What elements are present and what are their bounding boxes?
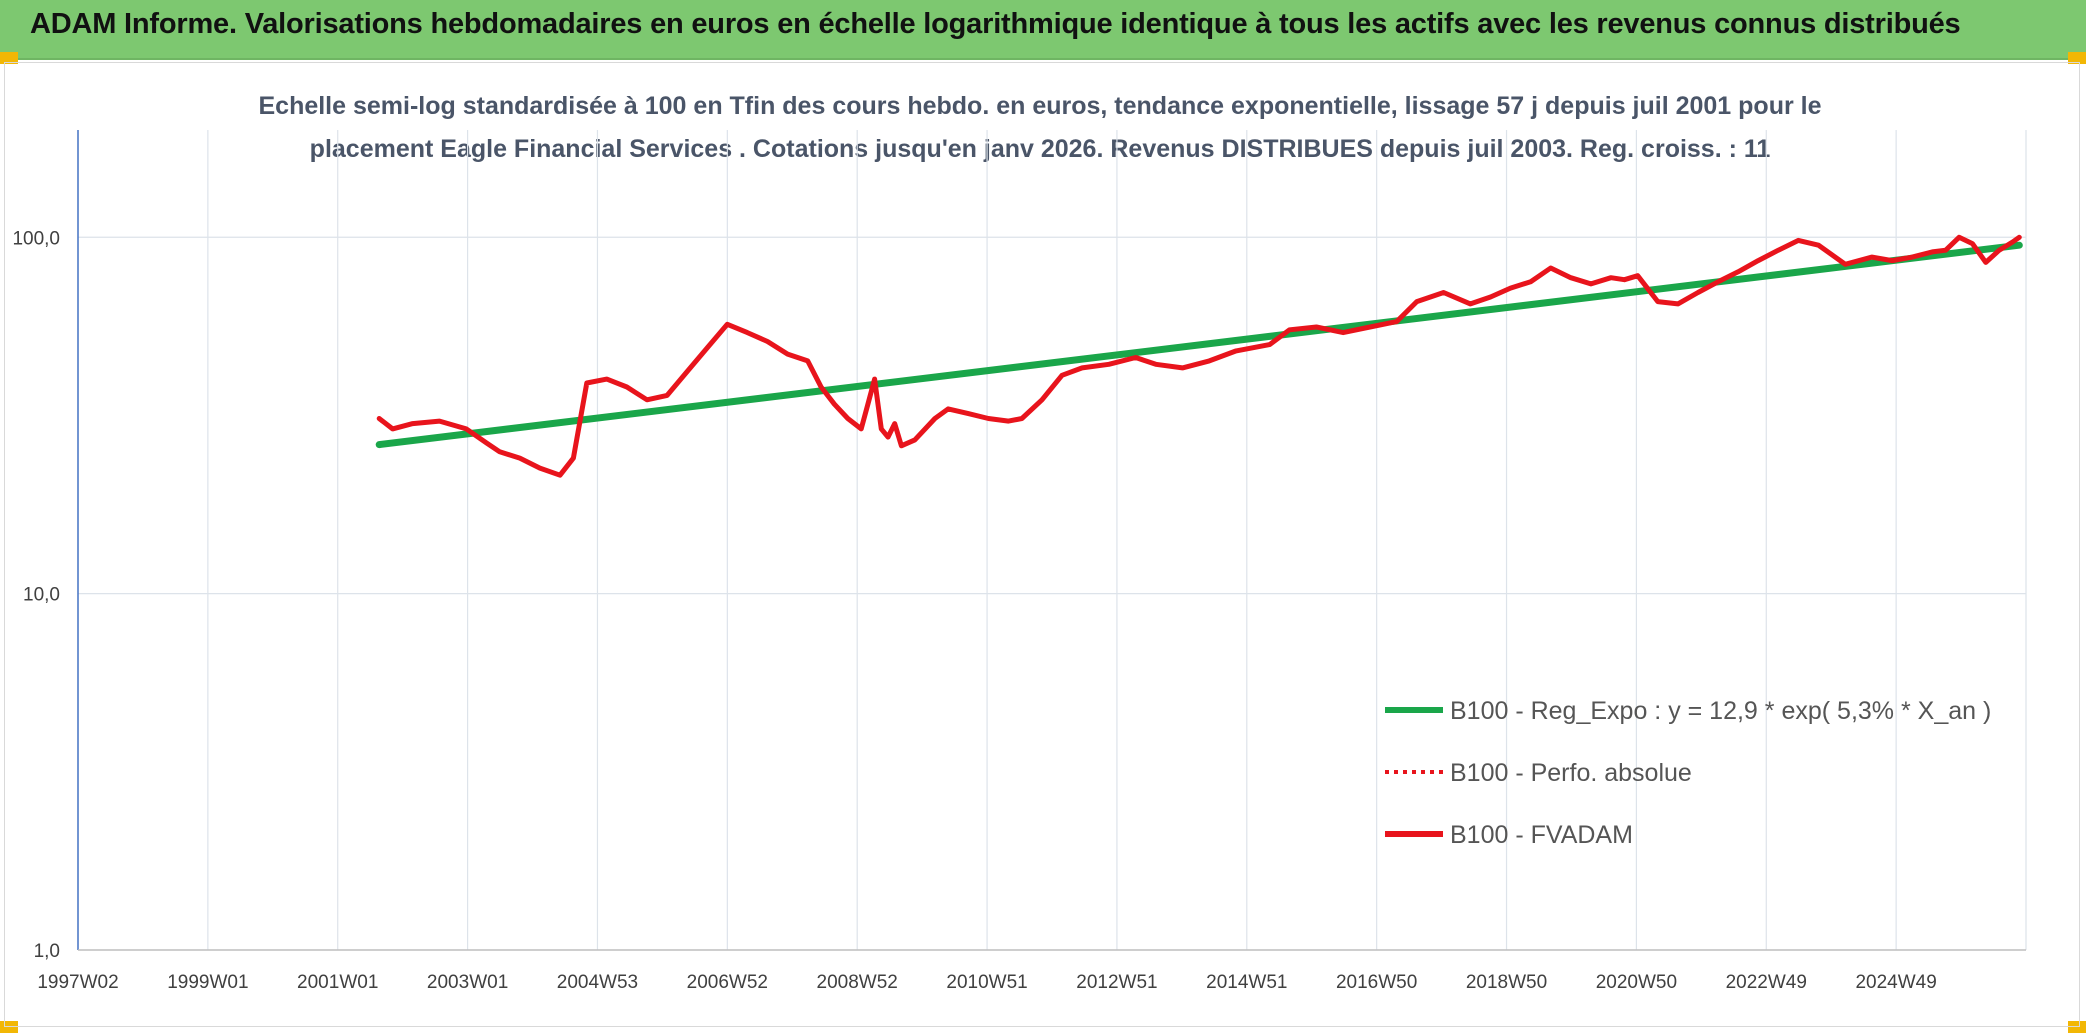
legend: B100 - Reg_Expo : y = 12,9 * exp( 5,3% *… [1385,697,1991,849]
axes: 1997W02 1999W01 2001W01 2003W01 2004W53 2006W… [12,130,2026,993]
legend-label: B100 - Reg_Expo : y = 12,9 * exp( 5,3% *… [1450,697,1991,725]
x-tick-label: 1997W02 [37,972,118,993]
legend-label: B100 - FVADAM [1450,821,1633,849]
x-tick-label: 2014W51 [1206,972,1287,993]
corner-marker [0,52,18,64]
report-title: ADAM Informe. Valorisations hebdomadaire… [30,8,1961,40]
series-line-2 [376,234,2022,478]
chart-title-line-2: placement Eagle Financial Services . Cot… [309,135,1771,163]
grid [78,130,2027,951]
x-tick-label: 2004W53 [557,972,638,993]
x-tick-label: 2020W50 [1596,972,1677,993]
y-tick-label: 100,0 [12,228,60,249]
x-tick-label: 2010W51 [946,972,1027,993]
x-tick-label: 1999W01 [167,972,248,993]
x-tick-label: 2022W49 [1726,972,1807,993]
chart-frame [4,62,2080,1027]
x-tick-label: 2006W52 [687,972,768,993]
x-tick-label: 2024W49 [1855,972,1936,993]
x-tick-label: 2016W50 [1336,972,1417,993]
series [375,234,2023,478]
series-line-0 [375,241,2023,449]
x-tick-label: 2003W01 [427,972,508,993]
legend-label: B100 - Perfo. absolue [1450,759,1692,787]
x-tick-label: 2001W01 [297,972,378,993]
x-tick-label: 2012W51 [1076,972,1157,993]
corner-marker [2068,1021,2086,1033]
y-tick-label: 10,0 [23,585,60,606]
y-tick-label: 1,0 [34,941,60,962]
x-tick-label: 2018W50 [1466,972,1547,993]
chart-title-line-1: Echelle semi-log standardisée à 100 en T… [258,92,1822,120]
report-banner: ADAM Informe. Valorisations hebdomadaire… [0,0,2086,60]
x-tick-label: 2008W52 [817,972,898,993]
corner-marker [2068,52,2086,64]
